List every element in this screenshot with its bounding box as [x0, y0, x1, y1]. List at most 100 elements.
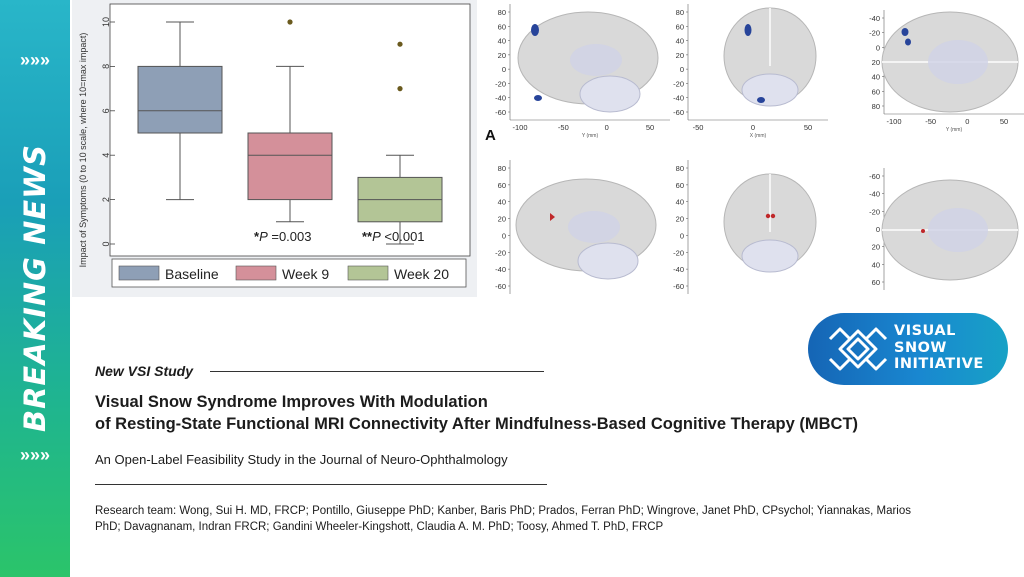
brain-y-tick-label: -60	[495, 282, 506, 291]
brain-y-tick-label: 40	[872, 260, 880, 269]
brain-x-tick-label: -100	[886, 117, 901, 126]
logo-wordmark: VISUAL SNOW INITIATIVE	[894, 323, 984, 373]
brain-x-tick-label: 0	[965, 117, 969, 126]
brain-y-tick-label: 60	[872, 278, 880, 287]
brain-y-tick-label: -20	[495, 248, 506, 257]
brain-y-tick-label: 0	[876, 225, 880, 234]
brain-y-tick-label: 60	[498, 181, 506, 190]
brain-x-tick-label: -50	[925, 117, 936, 126]
research-team: Research team: Wong, Sui H. MD, FRCP; Po…	[95, 505, 911, 533]
subtitle-divider	[95, 484, 547, 485]
breaking-news-label: BREAKING NEWS	[18, 143, 52, 433]
y-tick-label: 0	[101, 241, 111, 246]
axial-slice-row1	[881, 11, 1019, 113]
legend	[111, 258, 467, 288]
brain-y-tick-label: 20	[676, 215, 684, 224]
brain-x-axis-label: Y (mm)	[582, 133, 599, 139]
annotation-week9: *P =0.003	[254, 229, 311, 244]
y-tick-label: 8	[101, 64, 111, 69]
brain-x-tick-label: -100	[512, 123, 527, 132]
brain-y-tick-label: 40	[872, 73, 880, 82]
brain-y-tick-label: 60	[498, 22, 506, 31]
cluster-red	[765, 213, 771, 219]
vsi-logo: VISUAL SNOW INITIATIVE	[808, 313, 1008, 385]
box-plot-figure: Impact of Symptoms (0 to 10 scale, where…	[72, 0, 477, 297]
brain-y-tick-label: 40	[498, 37, 506, 46]
cluster-blue	[757, 97, 765, 103]
chevrons-bottom: »»»	[20, 445, 51, 465]
study-kicker: New VSI Study	[95, 363, 194, 379]
brain-y-tick-label: -40	[673, 265, 684, 274]
brain-x-tick-label: 50	[804, 123, 812, 132]
brain-imaging-svg: 80 60 40 20 0 -20 -40 -60 -100 -50 0 50 Y (mm) 80 60 40…	[485, 4, 1024, 294]
brain-axis: -40 -20 0 20 40 60 80 -100 -50 0 50 Y (mm)	[869, 10, 1024, 133]
y-tick-label: 2	[101, 197, 111, 202]
brain-axis: 80 60 40 20 0 -20 -40 -60 -50 0 50 X (mm)	[673, 4, 828, 139]
brain-y-tick-label: 60	[676, 181, 684, 190]
brain-y-tick-label: 0	[680, 231, 684, 240]
legend-swatch-week9	[235, 265, 277, 281]
cluster-blue	[534, 95, 542, 101]
cluster-blue	[905, 38, 911, 46]
cluster-red	[921, 229, 925, 233]
brain-y-tick-label: 60	[872, 87, 880, 96]
brain-y-tick-label: -20	[673, 79, 684, 88]
brain-y-tick-label: -60	[869, 172, 880, 181]
cluster-blue	[901, 28, 909, 36]
logo-line-3: INITIATIVE	[894, 356, 984, 372]
coronal-slice-row1	[723, 7, 817, 107]
brain-y-tick-label: 0	[876, 43, 880, 52]
brain-y-tick-label: 20	[498, 215, 506, 224]
brain-x-tick-label: 0	[751, 123, 755, 132]
box-plot-svg: Impact of Symptoms (0 to 10 scale, where…	[78, 3, 471, 288]
y-tick-label: 4	[101, 153, 111, 158]
brain-y-tick-label: 20	[872, 58, 880, 67]
chevrons-top: »»»	[20, 50, 51, 70]
sagittal-slice-row2	[515, 178, 657, 280]
brainstem	[741, 73, 799, 107]
brain-y-tick-label: 80	[498, 8, 506, 17]
headline: Visual Snow Syndrome Improves With Modul…	[95, 391, 995, 435]
cluster-red	[770, 213, 776, 219]
legend-swatch-baseline	[118, 265, 160, 281]
brain-x-axis-label: X (mm)	[750, 133, 767, 139]
legend-label-week9: Week 9	[282, 266, 329, 282]
axial-slice-row2	[881, 179, 1019, 281]
brain-y-tick-label: 20	[872, 243, 880, 252]
outlier-point	[397, 41, 403, 47]
brain-y-tick-label: 40	[498, 198, 506, 207]
brain-y-tick-label: 0	[502, 65, 506, 74]
sagittal-slice-row1	[517, 11, 659, 113]
legend-swatch-week20	[347, 265, 389, 281]
headline-line-1: Visual Snow Syndrome Improves With Modul…	[95, 393, 488, 411]
panel-label-a: A	[485, 127, 496, 144]
brain-y-tick-label: 80	[872, 102, 880, 111]
cerebellum	[577, 242, 639, 280]
brain-y-tick-label: 20	[498, 51, 506, 60]
brain-axis: 80 60 40 20 0 -20 -40 -60	[673, 160, 689, 294]
brain-y-tick-label: -20	[869, 29, 880, 38]
brain-y-tick-label: -20	[495, 79, 506, 88]
brain-y-tick-label: -60	[673, 282, 684, 291]
ventricle	[568, 211, 620, 243]
brain-y-tick-label: 40	[676, 198, 684, 207]
ventricle	[928, 208, 988, 252]
cluster-blue	[531, 24, 539, 36]
cluster-blue	[744, 24, 752, 36]
brain-x-tick-label: -50	[558, 123, 569, 132]
brain-y-tick-label: -20	[869, 207, 880, 216]
logo-line-2: SNOW	[894, 339, 947, 356]
breaking-news-banner: »»» BREAKING NEWS »»»	[0, 0, 70, 577]
snow-diamond-icon	[828, 327, 888, 371]
brainstem	[741, 239, 799, 273]
brain-y-tick-label: -60	[495, 108, 506, 117]
brain-y-tick-label: -40	[869, 190, 880, 199]
brain-axis: 80 60 40 20 0 -20 -40 -60 -100 -50 0 50 Y (mm)	[495, 4, 670, 139]
brain-x-axis-label: Y (mm)	[946, 127, 963, 133]
brain-y-tick-label: -40	[869, 14, 880, 23]
brain-y-tick-label: 40	[676, 37, 684, 46]
ventricle	[928, 40, 988, 84]
cerebellum	[579, 75, 641, 113]
brain-y-tick-label: -40	[495, 94, 506, 103]
brain-imaging-figure: 80 60 40 20 0 -20 -40 -60 -100 -50 0 50 Y (mm) 80 60 40…	[480, 0, 1024, 297]
